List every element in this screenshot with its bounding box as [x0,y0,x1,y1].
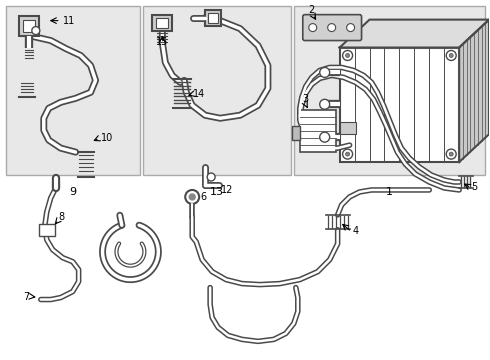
Bar [39,224,55,236]
Polygon shape [340,20,489,48]
Text: 5: 5 [471,182,477,192]
Bar [205,10,221,26]
Text: 15: 15 [156,36,169,46]
Bar [19,15,39,36]
Circle shape [319,67,330,77]
Circle shape [319,99,330,109]
Text: 2: 2 [308,5,314,15]
Circle shape [207,173,215,181]
FancyBboxPatch shape [303,15,362,41]
Bar [292,126,300,140]
Text: 11: 11 [63,15,75,26]
Text: 6: 6 [200,192,206,202]
Text: 1: 1 [386,187,393,197]
Bar [300,110,336,152]
Polygon shape [459,20,489,162]
Circle shape [345,54,349,58]
Text: 13: 13 [210,187,224,197]
Bar [156,18,168,28]
Circle shape [185,190,199,204]
Text: 14: 14 [193,89,205,99]
Circle shape [189,194,195,200]
Circle shape [32,27,40,35]
Circle shape [449,152,453,156]
Text: 9: 9 [70,187,77,197]
Circle shape [309,24,317,32]
Text: 12: 12 [221,185,233,195]
Bar [152,15,172,31]
Circle shape [345,152,349,156]
Text: 4: 4 [353,226,359,236]
Text: 7: 7 [23,292,29,302]
Bar [294,6,485,175]
Bar [208,13,218,23]
Bar [340,48,459,162]
Circle shape [319,132,330,142]
Bar [144,6,291,175]
Text: 3: 3 [303,94,309,104]
Circle shape [346,24,355,32]
Bar [340,122,356,134]
Circle shape [328,24,336,32]
Circle shape [449,54,453,58]
Circle shape [343,149,353,159]
Text: 10: 10 [100,133,113,143]
Bar [6,6,141,175]
Text: 8: 8 [59,212,65,222]
Bar [23,20,35,32]
Circle shape [343,50,353,60]
Circle shape [446,50,456,60]
Circle shape [446,149,456,159]
